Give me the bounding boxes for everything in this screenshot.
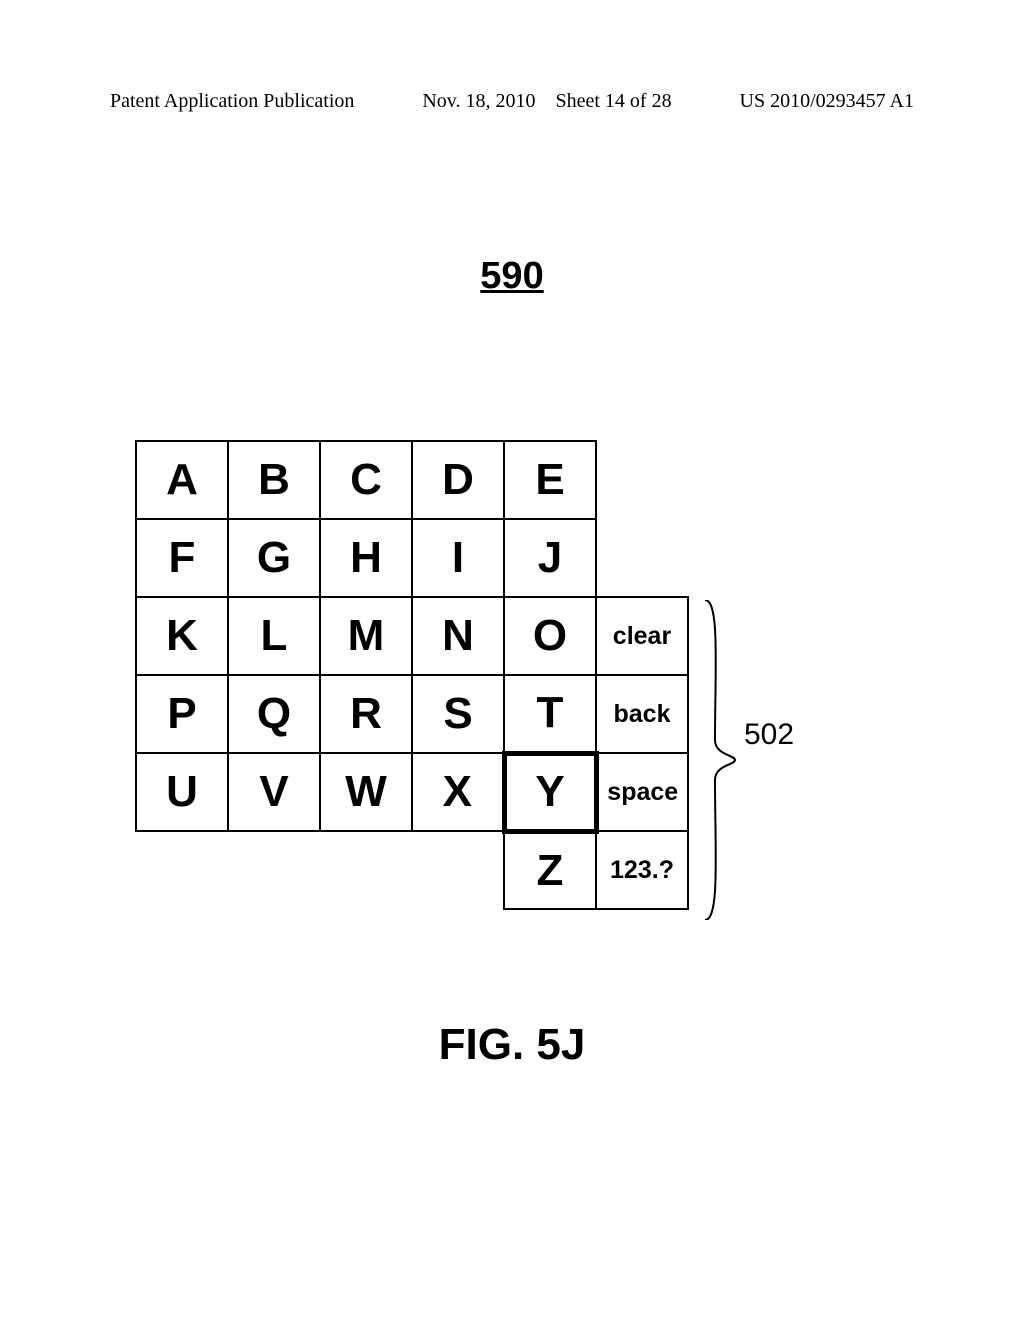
key-J: J bbox=[504, 519, 596, 597]
key-123: 123.? bbox=[596, 831, 688, 909]
key-Y: Y bbox=[504, 753, 596, 831]
key-R: R bbox=[320, 675, 412, 753]
key-M: M bbox=[320, 597, 412, 675]
key-T: T bbox=[504, 675, 596, 753]
key-clear: clear bbox=[596, 597, 688, 675]
empty-cell bbox=[412, 831, 504, 909]
brace-annotation bbox=[700, 600, 780, 920]
empty-cell bbox=[320, 831, 412, 909]
key-back: back bbox=[596, 675, 688, 753]
empty-cell bbox=[596, 441, 688, 519]
keyboard-grid: ABCDE FGHIJ KLMNOclear PQRSTback UVWXYspaceZ… bbox=[135, 440, 689, 910]
key-P: P bbox=[136, 675, 228, 753]
key-A: A bbox=[136, 441, 228, 519]
key-U: U bbox=[136, 753, 228, 831]
figure-reference-number: 590 bbox=[480, 255, 543, 298]
empty-cell bbox=[136, 831, 228, 909]
key-G: G bbox=[228, 519, 320, 597]
key-Z: Z bbox=[504, 831, 596, 909]
header-center: Nov. 18, 2010 Sheet 14 of 28 bbox=[422, 90, 671, 113]
key-F: F bbox=[136, 519, 228, 597]
page-header: Patent Application Publication Nov. 18, … bbox=[110, 90, 914, 113]
reference-numeral-502: 502 bbox=[744, 718, 794, 752]
key-K: K bbox=[136, 597, 228, 675]
key-space: space bbox=[596, 753, 688, 831]
empty-cell bbox=[596, 519, 688, 597]
key-W: W bbox=[320, 753, 412, 831]
key-V: V bbox=[228, 753, 320, 831]
key-I: I bbox=[412, 519, 504, 597]
key-L: L bbox=[228, 597, 320, 675]
key-Q: Q bbox=[228, 675, 320, 753]
empty-cell bbox=[228, 831, 320, 909]
key-O: O bbox=[504, 597, 596, 675]
patent-page: Patent Application Publication Nov. 18, … bbox=[0, 0, 1024, 1320]
publication-date: Nov. 18, 2010 bbox=[422, 90, 535, 112]
key-C: C bbox=[320, 441, 412, 519]
key-X: X bbox=[412, 753, 504, 831]
key-B: B bbox=[228, 441, 320, 519]
keyboard-diagram: ABCDE FGHIJ KLMNOclear PQRSTback UVWXYspaceZ… bbox=[135, 440, 689, 910]
curly-brace-icon bbox=[700, 600, 740, 920]
application-number: US 2010/0293457 A1 bbox=[740, 90, 914, 113]
sheet-number: Sheet 14 of 28 bbox=[556, 90, 672, 112]
key-D: D bbox=[412, 441, 504, 519]
publication-label: Patent Application Publication bbox=[110, 90, 354, 113]
figure-caption: FIG. 5J bbox=[439, 1020, 586, 1070]
key-H: H bbox=[320, 519, 412, 597]
key-N: N bbox=[412, 597, 504, 675]
key-S: S bbox=[412, 675, 504, 753]
key-E: E bbox=[504, 441, 596, 519]
